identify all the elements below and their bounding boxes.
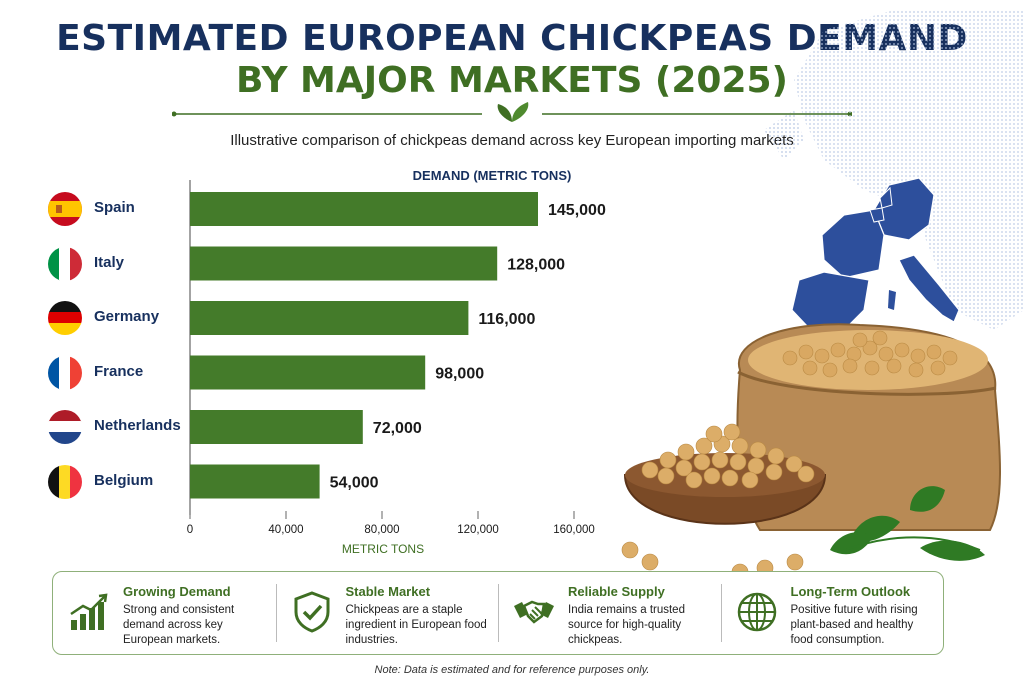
italy-flag-icon bbox=[48, 246, 82, 281]
subtitle: Illustrative comparison of chickpeas dem… bbox=[230, 132, 794, 149]
feature-panel: Growing Demand Strong and consistent dem… bbox=[52, 571, 944, 655]
x-axis-label: METRIC TONS bbox=[342, 542, 424, 556]
netherlands-map-shape bbox=[879, 186, 893, 209]
feature-title: Reliable Supply bbox=[568, 584, 665, 599]
bar-value-label: 128,000 bbox=[507, 257, 565, 274]
category-label: Netherlands bbox=[94, 417, 181, 434]
bar-netherlands bbox=[190, 410, 363, 444]
chart-area: DEMAND (METRIC TONS) 145,000 128,000 116,00… bbox=[0, 160, 760, 560]
category-label: France bbox=[94, 362, 144, 380]
france-flag-icon bbox=[48, 355, 82, 390]
feature-text: Strong and consistent demand across key … bbox=[123, 604, 235, 646]
x-tick-label: 40,000 bbox=[268, 524, 303, 536]
growth-chart-icon bbox=[70, 593, 108, 630]
feature-title: Long-Term Outlook bbox=[790, 584, 911, 599]
globe-icon bbox=[737, 592, 776, 632]
feature-growing-demand: Growing Demand Strong and consistent dem… bbox=[53, 572, 276, 654]
italy-map-shape bbox=[898, 254, 960, 323]
chickpeas-illustration bbox=[621, 323, 1001, 581]
page-title-line2: BY MAJOR MARKETS (2025) bbox=[235, 60, 789, 101]
europe-map-illustration bbox=[764, 10, 1024, 331]
bar-germany bbox=[190, 301, 469, 335]
germany-flag-icon bbox=[48, 301, 82, 335]
category-label: Germany bbox=[94, 308, 160, 325]
bar-value-label: 72,000 bbox=[373, 420, 422, 437]
bar-value-label: 116,000 bbox=[478, 311, 535, 328]
bar-value-label: 145,000 bbox=[548, 202, 606, 219]
leaf-icon bbox=[497, 102, 529, 122]
bar-belgium bbox=[190, 464, 320, 499]
category-label: Italy bbox=[94, 253, 125, 271]
chart-title: DEMAND (METRIC TONS) bbox=[413, 168, 572, 183]
feature-title: Growing Demand bbox=[123, 584, 231, 599]
netherlands-flag-icon bbox=[48, 410, 82, 444]
bar-value-label: 98,000 bbox=[435, 366, 484, 383]
feature-stable-market: Stable Market Chickpeas are a staple ing… bbox=[275, 572, 499, 654]
x-tick-label: 160,000 bbox=[553, 524, 595, 536]
feature-text: Chickpeas are a staple ingredient in Eur… bbox=[345, 604, 487, 646]
feature-text: Positive future with rising plant-based … bbox=[790, 604, 918, 646]
feature-text: India remains a trusted source for high-… bbox=[568, 604, 685, 646]
bar-value-label: 54,000 bbox=[330, 475, 379, 492]
bar-italy bbox=[190, 246, 498, 281]
x-tick-label: 120,000 bbox=[457, 524, 499, 536]
feature-long-term-outlook: Long-Term Outlook Positive future with r… bbox=[720, 572, 944, 654]
belgium-flag-icon bbox=[48, 464, 82, 499]
spain-flag-icon bbox=[48, 192, 82, 226]
category-label: Belgium bbox=[94, 471, 154, 489]
handshake-icon bbox=[514, 600, 554, 624]
x-tick-label: 0 bbox=[187, 524, 193, 536]
shield-check-icon bbox=[294, 591, 329, 633]
x-tick-label: 80,000 bbox=[364, 524, 399, 536]
feature-title: Stable Market bbox=[345, 584, 431, 599]
category-label: Spain bbox=[94, 199, 135, 216]
bar-spain bbox=[190, 192, 538, 226]
bar-chart: DEMAND (METRIC TONS) 145,000 128,000 116,00… bbox=[187, 168, 606, 556]
bar-france bbox=[190, 355, 426, 390]
footer-note: Note: Data is estimated and for referenc… bbox=[374, 664, 650, 676]
france-map-shape bbox=[821, 209, 885, 279]
belgium-map-shape bbox=[869, 207, 885, 223]
feature-reliable-supply: Reliable Supply India remains a trusted … bbox=[498, 572, 721, 654]
